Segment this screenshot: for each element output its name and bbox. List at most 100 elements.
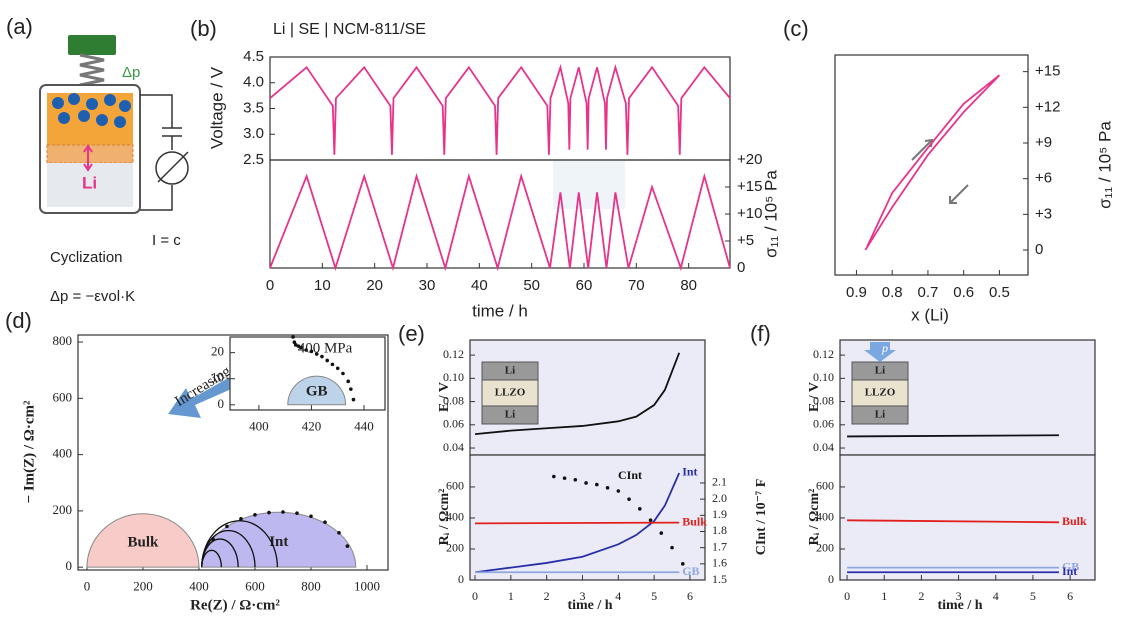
current-label: I = c	[152, 232, 181, 249]
chart: 0 200 400 600 1.5 1.6 1.7 1.8 1.9 2.0 2.1 0 1 2 3 4 5 6 Rᵢ…	[437, 454, 769, 613]
y-tick-label: 0	[66, 558, 73, 573]
y-tick-label: +9	[1035, 134, 1052, 151]
x-tick-label: 0.9	[846, 284, 867, 301]
point	[314, 352, 319, 356]
x-tick-label: 1	[881, 589, 887, 603]
series-label: GB	[682, 564, 699, 578]
y-tick-label: 400	[816, 510, 834, 524]
x-tick-label: 400	[249, 418, 269, 433]
series-label: Bulk	[682, 514, 707, 528]
point	[552, 474, 556, 479]
point	[295, 511, 299, 515]
point	[349, 387, 353, 391]
series-line	[847, 434, 1059, 438]
y-tick-label: 200	[446, 541, 464, 555]
y-tick-label: +6	[1035, 170, 1052, 187]
particles	[52, 93, 131, 128]
series-line	[864, 74, 1001, 251]
point	[638, 507, 642, 511]
y-label: Voltage / V	[207, 66, 226, 149]
x-tick-label: 60	[576, 277, 593, 294]
point	[299, 345, 303, 350]
y-tick-label: 0.06	[443, 417, 464, 431]
y-tick-label: 0.10	[443, 370, 464, 384]
highlight	[553, 161, 625, 209]
lithium	[47, 163, 133, 207]
formula: Δp = −εvol·K	[50, 288, 135, 305]
y-label: σ₁₁ / 10⁵ Pa	[1095, 121, 1114, 209]
point	[346, 379, 351, 384]
panel-label: (c)	[783, 16, 809, 41]
layer	[851, 379, 909, 407]
y-tick-label: +10	[737, 205, 762, 222]
y-label: Rᵢ / Ωcm²	[437, 489, 452, 546]
x-tick-label: 10	[314, 277, 331, 294]
y-label: E / V	[437, 382, 452, 412]
panel-label: (e)	[398, 321, 425, 346]
x-tick-label: 6	[1067, 589, 1073, 603]
schematic: (a) Δp Li I = c Cyclization Δp = −εvol·K	[6, 14, 189, 305]
x-tick-label: 440	[354, 418, 374, 433]
y-tick-label: 2.0	[712, 491, 727, 505]
x-tick-label: 400	[189, 578, 209, 593]
point	[225, 524, 229, 529]
series-line	[269, 63, 731, 155]
x-label: time / h	[567, 598, 612, 613]
point	[648, 518, 653, 522]
point	[291, 335, 295, 339]
y-tick-label: 800	[53, 333, 73, 348]
x-tick-label: 4	[615, 589, 621, 603]
chart: 0 10 20 400 420 440 GB 400 MPa	[211, 335, 386, 433]
spring	[79, 53, 105, 87]
y-tick-label: 20	[211, 344, 224, 359]
y-tick-label: 4.0	[243, 74, 264, 91]
y-label: σ₁₁ / 10⁵ Pa	[761, 170, 780, 258]
y-tick-label: 600	[446, 479, 464, 493]
region	[287, 375, 347, 406]
plot-area	[839, 454, 1096, 581]
li-label: Li	[82, 173, 97, 192]
x-tick-label: 40	[471, 277, 488, 294]
y-tick-label: 0.06	[813, 417, 834, 431]
x-tick-label: 0.8	[882, 284, 903, 301]
layer-label: Li	[505, 365, 515, 377]
x-tick-label: 200	[133, 578, 153, 593]
chart: (f) 0.04 0.06 0.08 0.10 0.12 E / V Li LLZO Li p	[750, 321, 1096, 456]
y-tick-label: 0.12	[443, 347, 464, 361]
point	[562, 476, 567, 480]
chart-title: Li | SE | NCM-811/SE	[273, 21, 426, 38]
y-tick-label: 0	[828, 572, 834, 586]
x-tick-label: 2	[918, 589, 924, 603]
point	[320, 354, 324, 359]
plot-area	[834, 54, 1029, 276]
x-tick-label: 30	[419, 277, 436, 294]
press-cap	[68, 35, 116, 55]
x-label: Re(Z) / Ω·cm²	[190, 597, 280, 613]
y-tick-label: 1.5	[712, 572, 727, 586]
x-label: x (Li)	[911, 305, 949, 324]
y-tick-label: 3.5	[243, 99, 264, 116]
point	[325, 358, 330, 363]
point	[309, 514, 313, 519]
x-tick-label: 5	[651, 589, 657, 603]
layer	[481, 379, 539, 407]
chart: (c) 0 +3 +6 +9 +12 +15 0.9 0.8 0.7 0.6 0.5 σ₁₁ / 10⁵…	[783, 16, 1114, 325]
series-label: Int	[1062, 564, 1077, 578]
arrow-down	[949, 184, 969, 204]
x-label: time / h	[472, 301, 528, 320]
y-tick-label: 600	[816, 479, 834, 493]
meter-needle	[157, 151, 189, 183]
layer-label: LLZO	[865, 387, 896, 399]
x-tick-label: 0	[266, 277, 274, 294]
point	[584, 481, 588, 485]
chart: 0 200 400 600 0 1 2 3 4 5 6 Rᵢ / Ωcm² time / h Bulk GB…	[807, 454, 1096, 613]
series-label: CInt	[618, 468, 642, 482]
x-tick-label: 5	[1030, 589, 1036, 603]
y-tick-label: 0	[458, 572, 464, 586]
y-tick-label: 10	[211, 370, 224, 385]
y-tick-label: 0.08	[813, 393, 834, 407]
region-label: Bulk	[128, 535, 160, 551]
y-tick-label: 600	[53, 389, 73, 404]
y-label: − Im(Z) / Ω·cm²	[21, 400, 37, 503]
circuit	[140, 94, 182, 211]
